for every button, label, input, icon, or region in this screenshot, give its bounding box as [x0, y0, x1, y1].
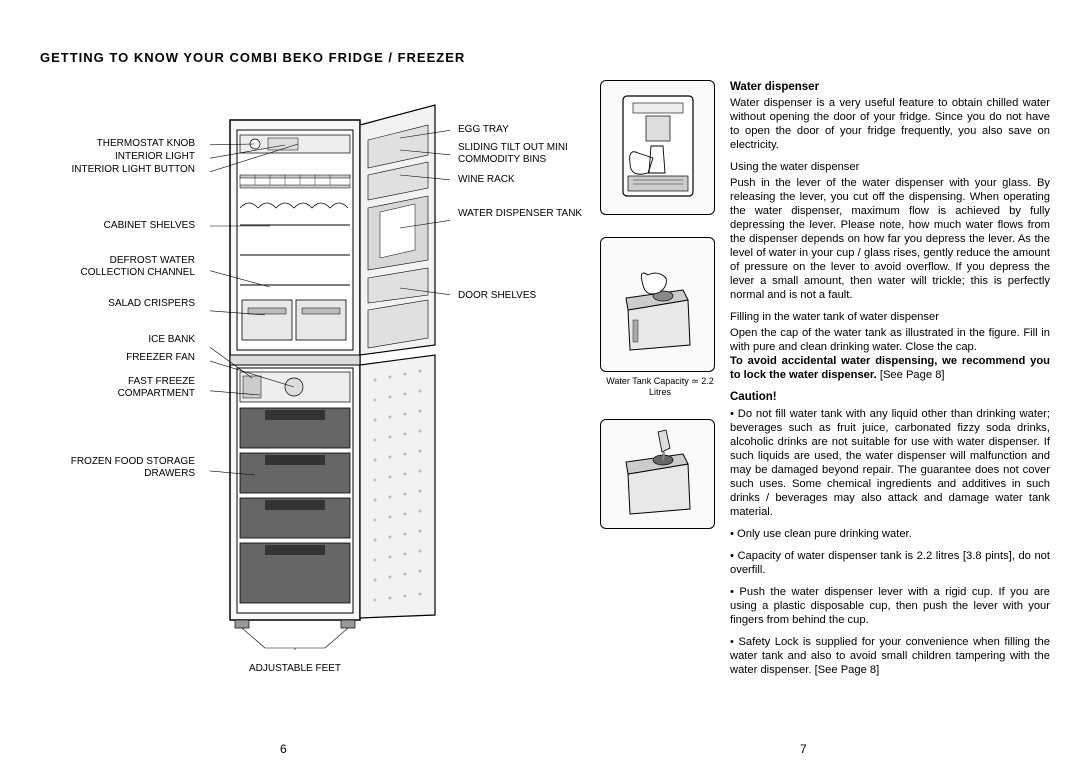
page-number-left: 6 — [280, 742, 287, 756]
illus-dispenser — [600, 80, 715, 215]
para-filling: Open the cap of the water tank as illust… — [730, 326, 1050, 382]
label-feet: ADJUSTABLE FEET — [245, 663, 345, 675]
subhead-using: Using the water dispenser — [730, 160, 1050, 174]
label-ice-bank: ICE BANK — [50, 334, 195, 346]
label-water-tank: WATER DISPENSER TANK — [458, 208, 588, 220]
bullet-2: • Only use clean pure drinking water. — [730, 527, 1050, 541]
label-wine-rack: WINE RACK — [458, 174, 588, 186]
label-defrost: DEFROST WATER COLLECTION CHANNEL — [50, 255, 195, 279]
page-number-right: 7 — [800, 742, 807, 756]
illus-tank-fill — [600, 419, 715, 529]
label-salad: SALAD CRISPERS — [50, 298, 195, 310]
label-light-button: INTERIOR LIGHT BUTTON — [50, 164, 195, 176]
page-title: GETTING TO KNOW YOUR COMBI BEKO FRIDGE /… — [40, 50, 465, 65]
label-egg-tray: EGG TRAY — [458, 124, 588, 136]
label-cabinet-shelves: CABINET SHELVES — [50, 220, 195, 232]
bullet-4: • Push the water dispenser lever with a … — [730, 585, 1050, 627]
heading-water-dispenser: Water dispenser — [730, 80, 1050, 94]
illus-tank-open — [600, 237, 715, 372]
label-freezer-fan: FREEZER FAN — [50, 352, 195, 364]
subhead-filling: Filling in the water tank of water dispe… — [730, 310, 1050, 324]
label-thermostat: THERMOSTAT KNOB — [50, 138, 195, 150]
para-using: Push in the lever of the water dispenser… — [730, 176, 1050, 302]
heading-caution: Caution! — [730, 390, 1050, 404]
para-intro: Water dispenser is a very useful feature… — [730, 96, 1050, 152]
label-fast-freeze: FAST FREEZE COMPARTMENT — [50, 376, 195, 400]
bullet-5: • Safety Lock is supplied for your conve… — [730, 635, 1050, 677]
illustration-column: Water Tank Capacity ≃ 2.2 Litres — [600, 80, 720, 551]
fridge-diagram — [210, 100, 450, 650]
text-column: Water dispenser Water dispenser is a ver… — [730, 80, 1050, 685]
bullet-1: • Do not fill water tank with any liquid… — [730, 407, 1050, 519]
label-interior-light: INTERIOR LIGHT — [50, 151, 195, 163]
left-page: THERMOSTAT KNOB INTERIOR LIGHT INTERIOR … — [30, 80, 590, 720]
illus-caption: Water Tank Capacity ≃ 2.2 Litres — [600, 376, 720, 397]
label-frozen-food: FROZEN FOOD STORAGE DRAWERS — [50, 456, 195, 480]
right-page: Water Tank Capacity ≃ 2.2 Litres Water d… — [600, 80, 1060, 740]
bullet-3: • Capacity of water dispenser tank is 2.… — [730, 549, 1050, 577]
label-mini-bins: SLIDING TILT OUT MINI COMMODITY BINS — [458, 142, 588, 166]
label-door-shelves: DOOR SHELVES — [458, 290, 588, 302]
